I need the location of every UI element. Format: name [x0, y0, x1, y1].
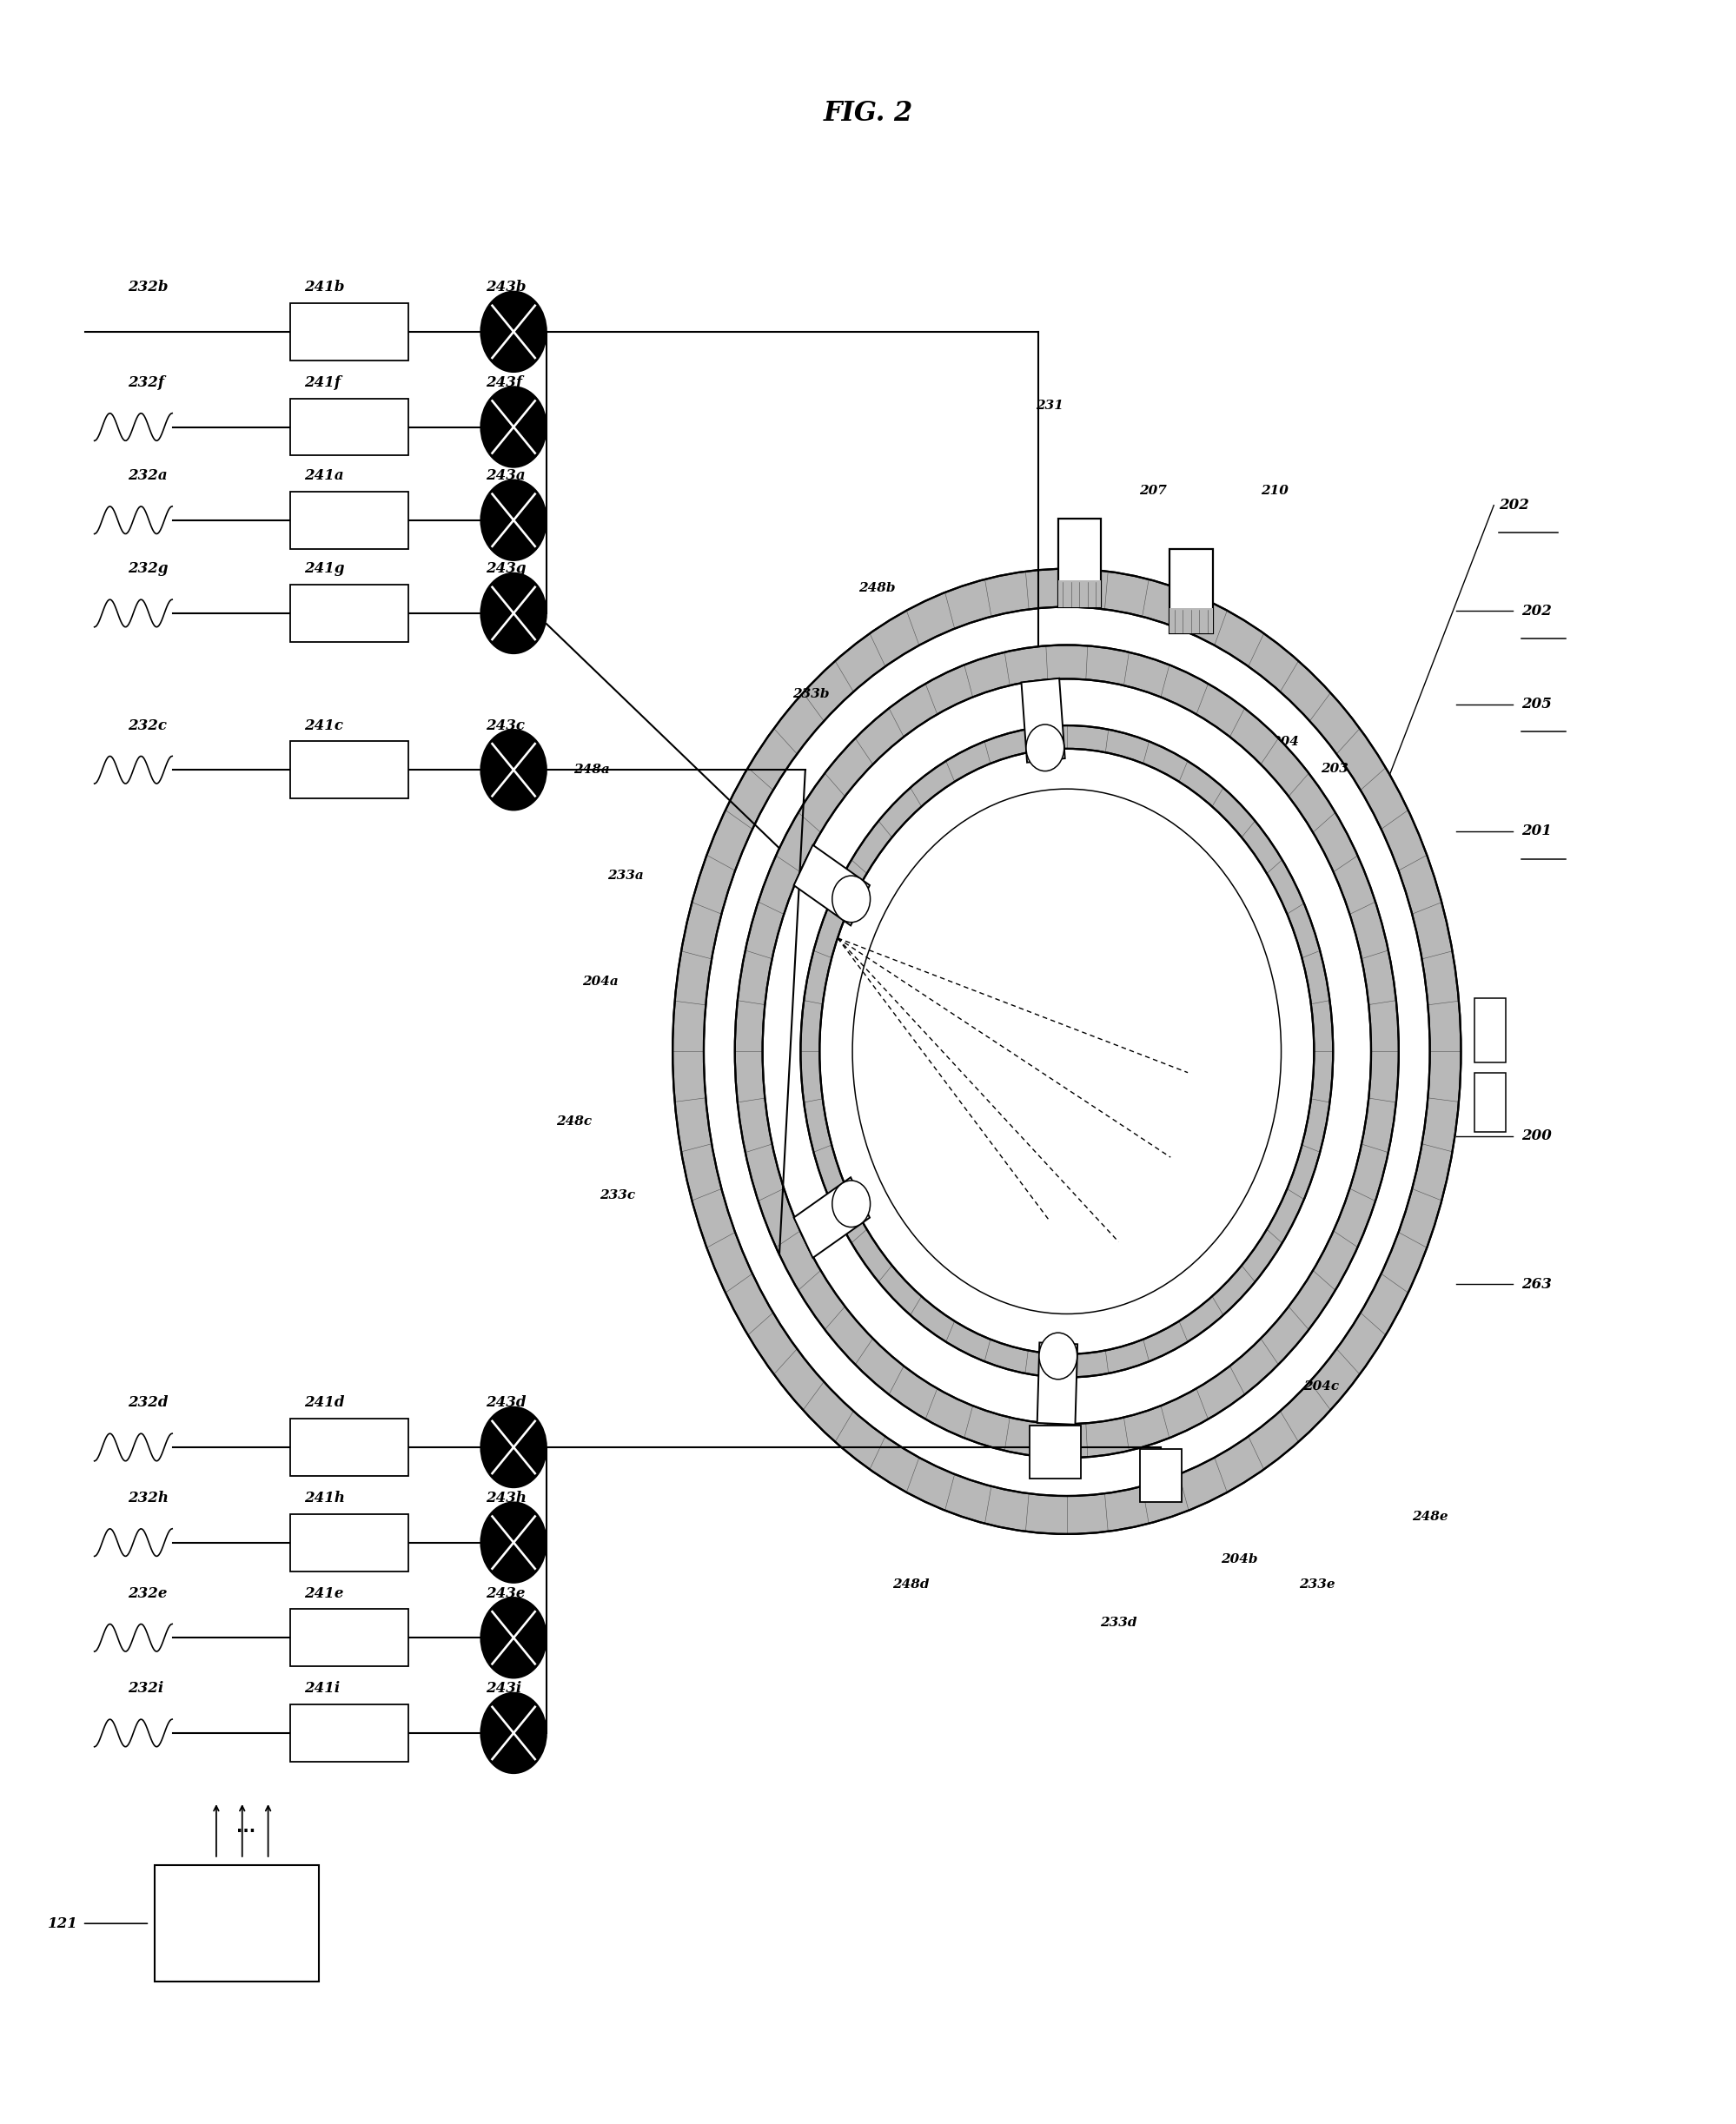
Bar [290, 1703, 408, 1761]
Text: 233b: 233b [793, 688, 830, 699]
Text: 233e: 233e [1299, 1578, 1335, 1591]
Text: 233d: 233d [1101, 1616, 1137, 1629]
Text: FIG. 2: FIG. 2 [823, 100, 913, 127]
Text: 248d: 248d [892, 1578, 930, 1591]
Circle shape [832, 875, 870, 922]
Text: 243h: 243h [486, 1491, 526, 1506]
Text: 248c: 248c [556, 1115, 592, 1128]
Bar [1057, 580, 1101, 607]
Text: 243e: 243e [486, 1587, 526, 1601]
Text: 233c: 233c [599, 1189, 635, 1202]
Text: 232e: 232e [128, 1587, 168, 1601]
Text: 121: 121 [47, 1916, 78, 1931]
Bar [290, 741, 408, 799]
Text: 210: 210 [1260, 484, 1288, 497]
Text: ...: ... [236, 1818, 255, 1835]
Text: 231: 231 [1036, 399, 1064, 412]
Circle shape [481, 1406, 547, 1487]
Circle shape [800, 726, 1333, 1376]
Text: 243g: 243g [486, 561, 526, 576]
Circle shape [1040, 1332, 1076, 1378]
Text: 201: 201 [1521, 824, 1552, 839]
Text: 248e: 248e [1411, 1510, 1448, 1523]
Bar [290, 304, 408, 361]
Text: 241i: 241i [304, 1682, 340, 1695]
Text: 200: 200 [1521, 1128, 1552, 1143]
Bar [290, 1610, 408, 1667]
Text: 243c: 243c [486, 718, 524, 733]
Circle shape [481, 573, 547, 654]
Circle shape [832, 1181, 870, 1228]
Text: 232h: 232h [128, 1491, 168, 1506]
Circle shape [819, 750, 1314, 1355]
Circle shape [1026, 724, 1064, 771]
Bar [1057, 518, 1101, 607]
Bar [1476, 1073, 1505, 1132]
Text: 243a: 243a [486, 467, 526, 482]
Text: 203: 203 [1321, 763, 1349, 775]
Text: 248b: 248b [858, 582, 896, 595]
Text: 204: 204 [1271, 735, 1299, 748]
Text: 232i: 232i [128, 1682, 163, 1695]
Text: 204a: 204a [582, 975, 618, 988]
Text: 241b: 241b [304, 280, 345, 295]
Text: 232d: 232d [128, 1395, 168, 1410]
Bar [290, 491, 408, 548]
Text: 243i: 243i [486, 1682, 523, 1695]
Text: 232a: 232a [128, 467, 168, 482]
Bar [1170, 548, 1212, 633]
Bar [155, 1865, 319, 1982]
Circle shape [481, 1597, 547, 1678]
Polygon shape [1021, 678, 1064, 763]
Text: 232b: 232b [128, 280, 168, 295]
Circle shape [481, 480, 547, 561]
Circle shape [762, 680, 1371, 1423]
Text: 232g: 232g [128, 561, 168, 576]
Text: 241c: 241c [304, 718, 344, 733]
Text: 248a: 248a [573, 765, 609, 775]
Polygon shape [793, 1177, 870, 1257]
Text: 241e: 241e [304, 1587, 344, 1601]
Text: 241f: 241f [304, 376, 340, 391]
Polygon shape [793, 845, 870, 926]
Text: 207: 207 [1139, 484, 1167, 497]
Text: 241g: 241g [304, 561, 345, 576]
Text: 241d: 241d [304, 1395, 345, 1410]
Text: 204c: 204c [1304, 1381, 1338, 1393]
Bar [1476, 998, 1505, 1062]
Bar [290, 399, 408, 455]
Circle shape [734, 646, 1399, 1457]
Text: 233a: 233a [608, 869, 644, 881]
Text: 263: 263 [1521, 1277, 1552, 1291]
Bar [290, 1514, 408, 1572]
Bar [290, 584, 408, 641]
Text: 205: 205 [1521, 697, 1552, 712]
Text: 204b: 204b [1220, 1553, 1259, 1565]
Circle shape [481, 387, 547, 467]
Text: 232c: 232c [128, 718, 167, 733]
Text: 243b: 243b [486, 280, 526, 295]
Circle shape [481, 1502, 547, 1582]
Text: 202: 202 [1498, 497, 1529, 512]
Circle shape [481, 731, 547, 809]
Text: 243f: 243f [486, 376, 523, 391]
Bar [1141, 1449, 1182, 1502]
Bar [1170, 607, 1212, 633]
Circle shape [481, 291, 547, 372]
Polygon shape [1036, 1342, 1078, 1425]
Circle shape [481, 1693, 547, 1774]
Bar [290, 1419, 408, 1476]
Text: 243d: 243d [486, 1395, 526, 1410]
Bar [1029, 1425, 1082, 1478]
Text: 232f: 232f [128, 376, 165, 391]
Text: 241h: 241h [304, 1491, 345, 1506]
Circle shape [703, 607, 1430, 1495]
Text: 241a: 241a [304, 467, 344, 482]
Circle shape [672, 569, 1462, 1534]
Text: 202: 202 [1521, 603, 1552, 618]
